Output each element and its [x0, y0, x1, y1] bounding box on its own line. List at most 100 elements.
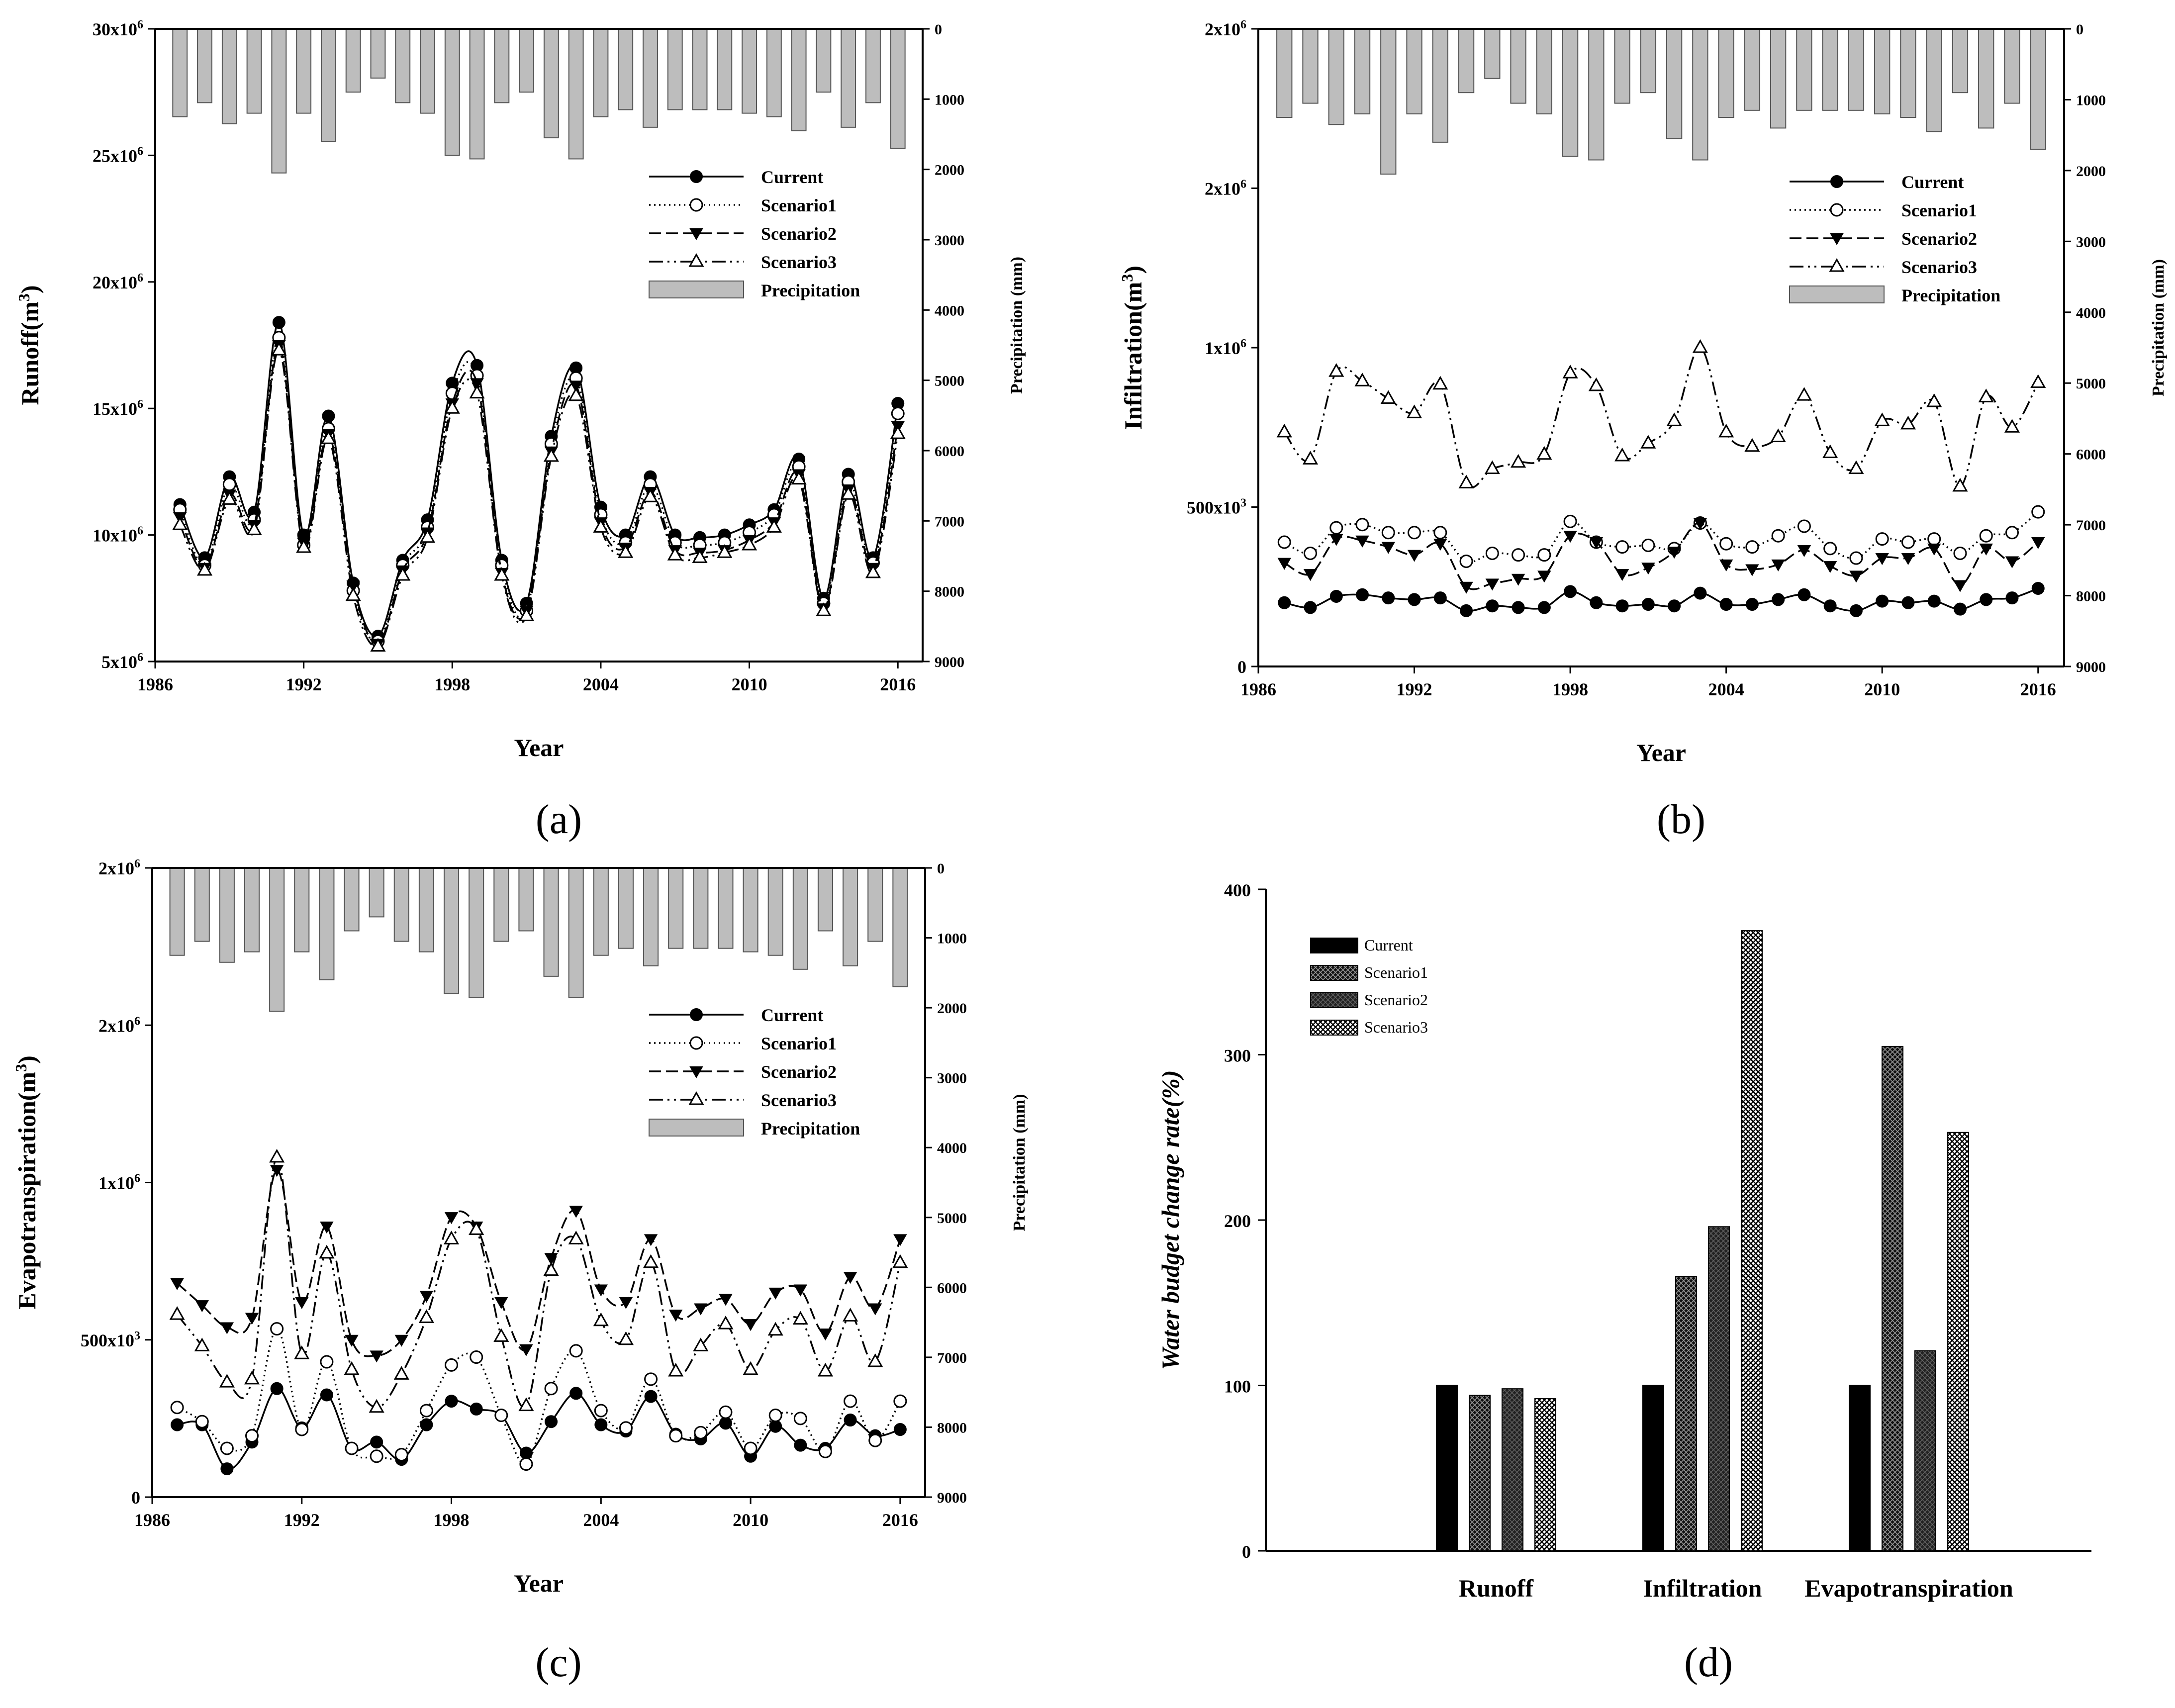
y-tick-label: 500x103 — [81, 1329, 140, 1350]
precip-bar — [817, 867, 834, 932]
data-point — [792, 1311, 808, 1325]
precip-bar — [1640, 28, 1657, 94]
precip-bar — [345, 28, 361, 93]
legend-label: Current — [761, 1005, 823, 1025]
data-point — [569, 1344, 583, 1358]
precip-bar — [518, 867, 534, 932]
bar-scenario1 — [1882, 1045, 1903, 1551]
data-point — [692, 549, 708, 563]
y2-tick-label: 0 — [937, 860, 945, 877]
data-point — [669, 1429, 683, 1443]
data-point — [1667, 547, 1681, 559]
data-point — [1666, 412, 1682, 426]
precip-bar — [1614, 28, 1630, 104]
panel-label: (a) — [536, 796, 582, 843]
y-axis-title: Evapotranspiration(m3) — [12, 1055, 41, 1309]
series-line — [176, 1156, 901, 1409]
data-point — [1874, 412, 1890, 426]
x-tick-label: 1998 — [434, 674, 470, 694]
y2-tick-label: 9000 — [937, 1490, 967, 1506]
data-point — [693, 1337, 709, 1351]
data-point — [221, 491, 237, 505]
data-point — [1978, 388, 1994, 402]
data-point — [1953, 546, 1967, 560]
data-point — [1694, 586, 1707, 600]
legend-marker — [689, 1036, 703, 1050]
data-point — [370, 1435, 383, 1449]
precip-bar — [1562, 28, 1579, 157]
data-point — [543, 1262, 559, 1276]
precip-bar — [271, 28, 287, 174]
bar-current — [1849, 1385, 1871, 1551]
data-point — [1953, 602, 1967, 616]
x-tick-label: 2004 — [583, 674, 619, 694]
data-point — [1382, 591, 1395, 605]
data-point — [1589, 537, 1604, 550]
y2-tick-label: 3000 — [935, 232, 964, 249]
data-point — [445, 1358, 459, 1372]
legend-label: Scenario3 — [1364, 1018, 1428, 1036]
data-point — [1381, 542, 1396, 554]
y2-tick-label: 5000 — [2076, 376, 2106, 392]
data-point — [1926, 393, 1942, 407]
data-point — [867, 1353, 883, 1367]
legend-label: Scenario1 — [761, 1034, 837, 1053]
data-point — [769, 1420, 782, 1433]
y2-tick-label: 9000 — [935, 654, 964, 670]
data-point — [1485, 578, 1500, 591]
data-point — [569, 380, 583, 393]
data-point — [743, 1361, 758, 1375]
data-point — [619, 1297, 633, 1309]
legend-label: Precipitation — [1901, 285, 2000, 305]
y2-tick-label: 4000 — [935, 302, 964, 319]
data-point — [170, 1278, 184, 1290]
precip-bar — [791, 28, 807, 131]
legend-marker — [690, 170, 703, 183]
data-point — [667, 547, 683, 561]
data-point — [893, 1394, 907, 1408]
data-point — [1719, 598, 1733, 611]
data-point — [1408, 593, 1421, 606]
data-point — [644, 1372, 658, 1386]
data-point — [222, 477, 236, 491]
legend-label: Precipitation — [761, 1119, 860, 1139]
data-point — [220, 1462, 234, 1476]
series-scenario3 — [169, 1148, 908, 1413]
legend-label: Scenario1 — [1901, 200, 1977, 220]
data-point — [369, 1399, 384, 1413]
legend-label: Scenario3 — [1901, 257, 1977, 277]
precip-bar — [194, 867, 210, 942]
legend-label: Scenario2 — [761, 224, 837, 244]
data-point — [1822, 444, 1838, 459]
data-point — [818, 1328, 833, 1341]
data-point — [1771, 529, 1785, 543]
y-tick-label: 200 — [1224, 1211, 1251, 1231]
panel-label: (d) — [1684, 1639, 1733, 1686]
precip-bar — [593, 28, 609, 117]
data-point — [543, 448, 559, 462]
precip-bar — [493, 867, 509, 942]
precip-bar — [543, 867, 559, 977]
legend-label: Current — [1901, 172, 1964, 192]
y2-tick-label: 0 — [935, 21, 942, 38]
y2-tick-label: 5000 — [937, 1210, 967, 1227]
data-point — [493, 1328, 509, 1342]
precip-bar — [693, 867, 709, 949]
bar-current — [1642, 1385, 1664, 1551]
precip-bar — [867, 867, 883, 942]
y2-tick-label: 2000 — [937, 1000, 967, 1017]
series-scenario2 — [170, 1165, 907, 1363]
data-point — [1849, 604, 1863, 617]
bar-current — [1436, 1385, 1458, 1551]
data-point — [1433, 526, 1447, 540]
data-point — [619, 1421, 633, 1435]
data-point — [893, 1423, 907, 1436]
series-scenario1 — [170, 1322, 907, 1471]
data-point — [593, 519, 609, 533]
data-point — [370, 638, 386, 652]
y-tick-label: 20x106 — [93, 272, 143, 292]
y-tick-label: 1x106 — [98, 1172, 140, 1193]
data-point — [817, 1362, 834, 1377]
precip-bar — [219, 867, 235, 963]
precip-bar — [767, 867, 783, 956]
